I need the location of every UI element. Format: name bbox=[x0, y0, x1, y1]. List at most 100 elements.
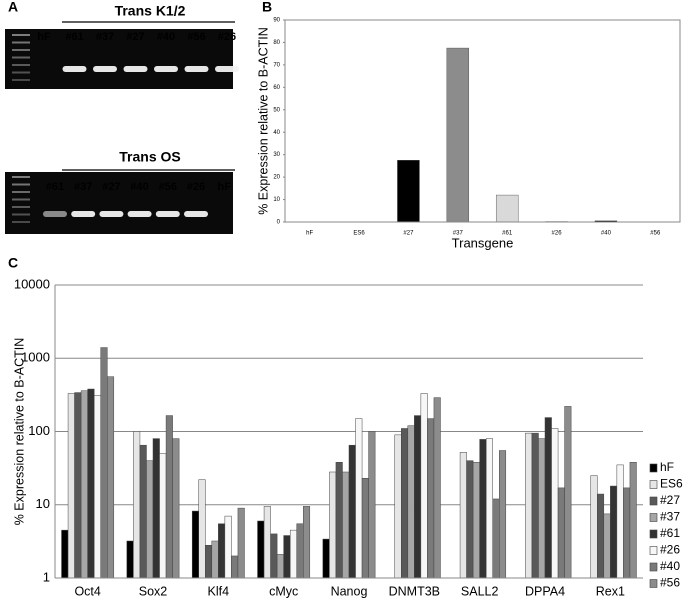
bar bbox=[472, 462, 480, 579]
bar bbox=[420, 393, 428, 579]
y-tick-label: 70 bbox=[273, 62, 280, 68]
y-tick-label: 20 bbox=[273, 175, 280, 181]
legend-label: #40 bbox=[660, 559, 680, 573]
bar bbox=[629, 462, 637, 579]
bar bbox=[401, 428, 409, 579]
y-tick-label: 10 bbox=[273, 197, 280, 203]
dna-band bbox=[127, 211, 152, 217]
bar bbox=[139, 444, 147, 579]
bar bbox=[427, 418, 435, 579]
ladder-band bbox=[12, 49, 30, 51]
y-tick-label: 10 bbox=[36, 496, 50, 511]
bar bbox=[159, 453, 167, 579]
y-tick-label: 30 bbox=[273, 152, 280, 158]
bar bbox=[237, 507, 245, 579]
bar bbox=[348, 444, 356, 579]
lane-label: #26 bbox=[218, 31, 236, 43]
legend-swatch bbox=[649, 463, 658, 473]
bar bbox=[544, 417, 552, 579]
legend-swatch bbox=[649, 529, 658, 539]
bar bbox=[257, 520, 265, 579]
dna-band bbox=[184, 211, 208, 217]
bar bbox=[198, 479, 206, 579]
dna-band bbox=[71, 211, 96, 217]
legend-label: hF bbox=[660, 460, 674, 474]
legend-label: #61 bbox=[660, 526, 680, 540]
y-tick-label: 10000 bbox=[14, 276, 50, 291]
bar bbox=[61, 529, 69, 579]
y-tick-label: 40 bbox=[273, 130, 280, 136]
bar bbox=[361, 478, 369, 579]
ladder-band bbox=[12, 56, 30, 59]
ladder-band bbox=[12, 213, 30, 216]
lane-label: #37 bbox=[74, 181, 92, 193]
bar bbox=[368, 431, 376, 579]
ladder-band bbox=[12, 41, 30, 44]
y-tick-label: 90 bbox=[273, 18, 280, 24]
bar bbox=[107, 376, 115, 579]
bar bbox=[525, 432, 533, 579]
bar bbox=[459, 452, 467, 579]
x-tick-label: #40 bbox=[601, 231, 612, 237]
x-tick-label: #56 bbox=[650, 231, 661, 237]
gel-title: Trans OS bbox=[119, 149, 180, 165]
bar bbox=[355, 418, 363, 579]
gel-image bbox=[5, 29, 233, 89]
x-tick-label: #26 bbox=[552, 231, 563, 237]
x-tick-label: Rex1 bbox=[596, 584, 625, 598]
bar bbox=[479, 439, 487, 579]
y-tick-label: 80 bbox=[273, 40, 280, 46]
bar bbox=[289, 529, 297, 579]
x-tick-label: Klf4 bbox=[208, 584, 230, 598]
x-tick-label: SALL2 bbox=[461, 584, 499, 598]
dna-band bbox=[155, 211, 180, 217]
bar bbox=[283, 535, 291, 579]
legend-swatch bbox=[649, 496, 658, 506]
y-tick-label: 1 bbox=[43, 569, 50, 584]
legend-label: #37 bbox=[660, 510, 680, 524]
lane-label: hF bbox=[217, 181, 231, 193]
bar bbox=[616, 464, 624, 579]
dna-band bbox=[62, 66, 87, 72]
bar bbox=[446, 47, 470, 223]
x-tick-label: #27 bbox=[403, 231, 414, 237]
x-tick-label: #37 bbox=[453, 231, 464, 237]
ladder-band bbox=[12, 176, 30, 178]
dna-band bbox=[184, 66, 209, 72]
bar bbox=[126, 540, 134, 579]
x-tick-label: DPPA4 bbox=[525, 584, 565, 598]
lane-label: #40 bbox=[157, 31, 175, 43]
y-axis-title: % Expression relative to B-ACTIN bbox=[12, 338, 26, 526]
bar bbox=[146, 460, 154, 579]
bar bbox=[499, 450, 507, 579]
bar bbox=[93, 395, 101, 579]
ladder-band bbox=[12, 198, 30, 201]
ladder-band bbox=[12, 191, 30, 193]
panel-label: B bbox=[262, 0, 272, 15]
bar bbox=[165, 415, 173, 579]
bar bbox=[603, 513, 611, 579]
x-tick-label: Nanog bbox=[331, 584, 368, 598]
dna-band bbox=[123, 66, 148, 72]
gel-title: Trans K1/2 bbox=[115, 3, 186, 19]
bar bbox=[100, 347, 108, 579]
bar bbox=[218, 523, 226, 579]
bar bbox=[433, 397, 441, 579]
bar bbox=[276, 554, 284, 579]
bar bbox=[407, 425, 415, 579]
gel-image bbox=[5, 172, 233, 234]
legend-label: #56 bbox=[660, 576, 680, 590]
ladder-band bbox=[12, 183, 30, 186]
y-tick-label: 60 bbox=[273, 85, 280, 91]
x-tick-label: ES6 bbox=[353, 231, 365, 237]
lane-label: #61 bbox=[65, 31, 83, 43]
bar bbox=[224, 515, 232, 579]
y-tick-label: 50 bbox=[273, 107, 280, 113]
bar bbox=[87, 388, 95, 579]
bar bbox=[322, 538, 330, 579]
bar bbox=[394, 434, 402, 579]
y-axis-title: % Expression relative to B-ACTIN bbox=[256, 27, 270, 215]
bar bbox=[205, 544, 213, 579]
ladder-band bbox=[12, 79, 30, 81]
ladder-band bbox=[12, 221, 30, 223]
